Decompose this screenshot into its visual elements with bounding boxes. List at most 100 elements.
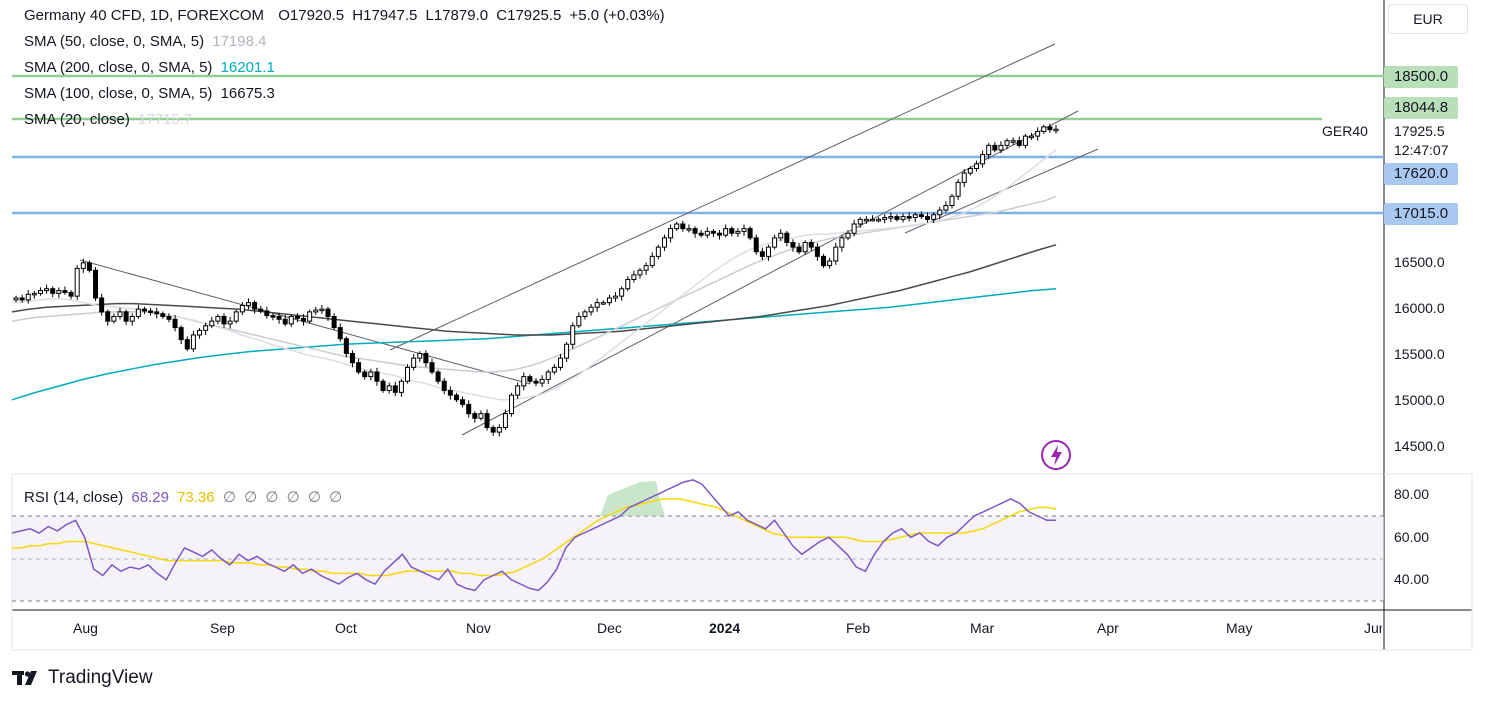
rsi-ma-line[interactable] — [12, 498, 1057, 577]
candle — [233, 309, 239, 324]
candle — [356, 358, 362, 375]
channel-upper-line[interactable] — [389, 43, 1056, 351]
time-axis-label: Mar — [970, 620, 995, 636]
candle — [992, 142, 998, 153]
candle — [1053, 125, 1059, 134]
candle — [13, 295, 19, 303]
sma20-line[interactable] — [11, 149, 1057, 401]
candle — [698, 230, 704, 238]
candle — [319, 304, 325, 314]
time-axis-label: Dec — [597, 620, 622, 636]
candle — [490, 425, 496, 436]
candle — [435, 369, 441, 385]
candle — [184, 336, 190, 352]
candle — [784, 230, 790, 247]
candle — [111, 313, 117, 324]
candle — [362, 369, 368, 380]
candle — [557, 353, 563, 371]
rsi-axis-label: 80.00 — [1394, 486, 1430, 502]
candle — [851, 219, 857, 237]
candle — [86, 260, 92, 273]
ohlc-low: L17879.0 — [425, 7, 489, 24]
candle — [239, 302, 245, 315]
lightning-icon[interactable] — [1041, 440, 1071, 470]
sma200-label: SMA (200, close, 0, SMA, 5) — [24, 59, 213, 76]
candle — [888, 212, 894, 223]
candle — [778, 229, 784, 241]
rsi-line[interactable] — [11, 479, 1056, 592]
sma20-legend[interactable]: SMA (20, close) 17715.7 — [24, 111, 196, 129]
candle — [484, 409, 490, 431]
price-axis-label: 15000.0 — [1394, 392, 1445, 408]
candle — [772, 234, 778, 250]
level-tag-17015: 17015.0 — [1384, 203, 1458, 225]
candle — [539, 375, 545, 387]
candle — [576, 312, 582, 329]
candle — [129, 313, 135, 326]
symbol-title[interactable]: Germany 40 CFD, 1D, FOREXCOM — [24, 7, 265, 24]
candle — [221, 313, 227, 328]
candle — [62, 286, 68, 295]
candle — [937, 206, 943, 220]
candle — [466, 400, 472, 418]
sma50-legend[interactable]: SMA (50, close, 0, SMA, 5) 17198.4 — [24, 33, 270, 51]
rsi-empty-5: ∅ — [307, 489, 321, 506]
rsi-legend[interactable]: RSI (14, close) 68.29 73.36 ∅ ∅ ∅ ∅ ∅ ∅ — [24, 489, 346, 507]
channel-lower-line[interactable] — [461, 110, 1079, 436]
candle — [1022, 133, 1028, 149]
candle — [1035, 127, 1041, 141]
candle — [515, 382, 521, 399]
moving-averages — [11, 149, 1057, 401]
last-price: 17925.5 — [1394, 123, 1445, 139]
candle — [502, 409, 508, 430]
rsi-axis-label: 40.00 — [1394, 571, 1430, 587]
ohlc-high: H17947.5 — [352, 7, 418, 24]
candle — [282, 315, 288, 327]
downtrend-line[interactable] — [79, 259, 531, 385]
candle — [900, 213, 906, 223]
candle — [692, 226, 698, 238]
sma100-legend[interactable]: SMA (100, close, 0, SMA, 5) 16675.3 — [24, 85, 279, 103]
candle — [166, 313, 172, 323]
ohlc-close: C17925.5 — [496, 7, 562, 24]
candle — [68, 290, 74, 300]
candle — [747, 226, 753, 241]
candle — [178, 325, 184, 345]
candle — [857, 217, 863, 228]
rsi-band — [12, 516, 1384, 601]
symbol-price-tag: GER40 — [1322, 123, 1368, 139]
candle — [1029, 132, 1035, 140]
candle — [411, 353, 417, 371]
tradingview-logo[interactable]: TradingView — [12, 667, 153, 689]
sma20-label: SMA (20, close) — [24, 111, 130, 128]
sma100-line[interactable] — [11, 244, 1057, 336]
candle — [808, 239, 814, 251]
candle — [912, 212, 918, 223]
currency-selector[interactable]: EUR — [1388, 4, 1468, 34]
candle — [564, 341, 570, 362]
candle — [729, 226, 735, 237]
candle — [533, 378, 539, 387]
candle — [594, 298, 600, 312]
candle — [790, 239, 796, 252]
candle — [741, 224, 747, 236]
candle — [759, 247, 765, 261]
sma100-label: SMA (100, close, 0, SMA, 5) — [24, 85, 213, 102]
candle — [141, 306, 147, 315]
candle — [796, 242, 802, 255]
candle — [765, 244, 771, 261]
candle — [417, 351, 423, 362]
rsi-lines — [11, 479, 1057, 592]
rsi-value: 68.29 — [131, 489, 169, 506]
candle — [74, 265, 80, 300]
sma200-legend[interactable]: SMA (200, close, 0, SMA, 5) 16201.1 — [24, 59, 279, 77]
candle — [613, 291, 619, 302]
rsi-empty-2: ∅ — [244, 489, 258, 506]
candle — [894, 214, 900, 222]
candle — [93, 267, 99, 302]
candle — [337, 323, 343, 342]
candle — [753, 234, 759, 255]
candle — [949, 193, 955, 209]
brand-name: TradingView — [48, 667, 153, 688]
